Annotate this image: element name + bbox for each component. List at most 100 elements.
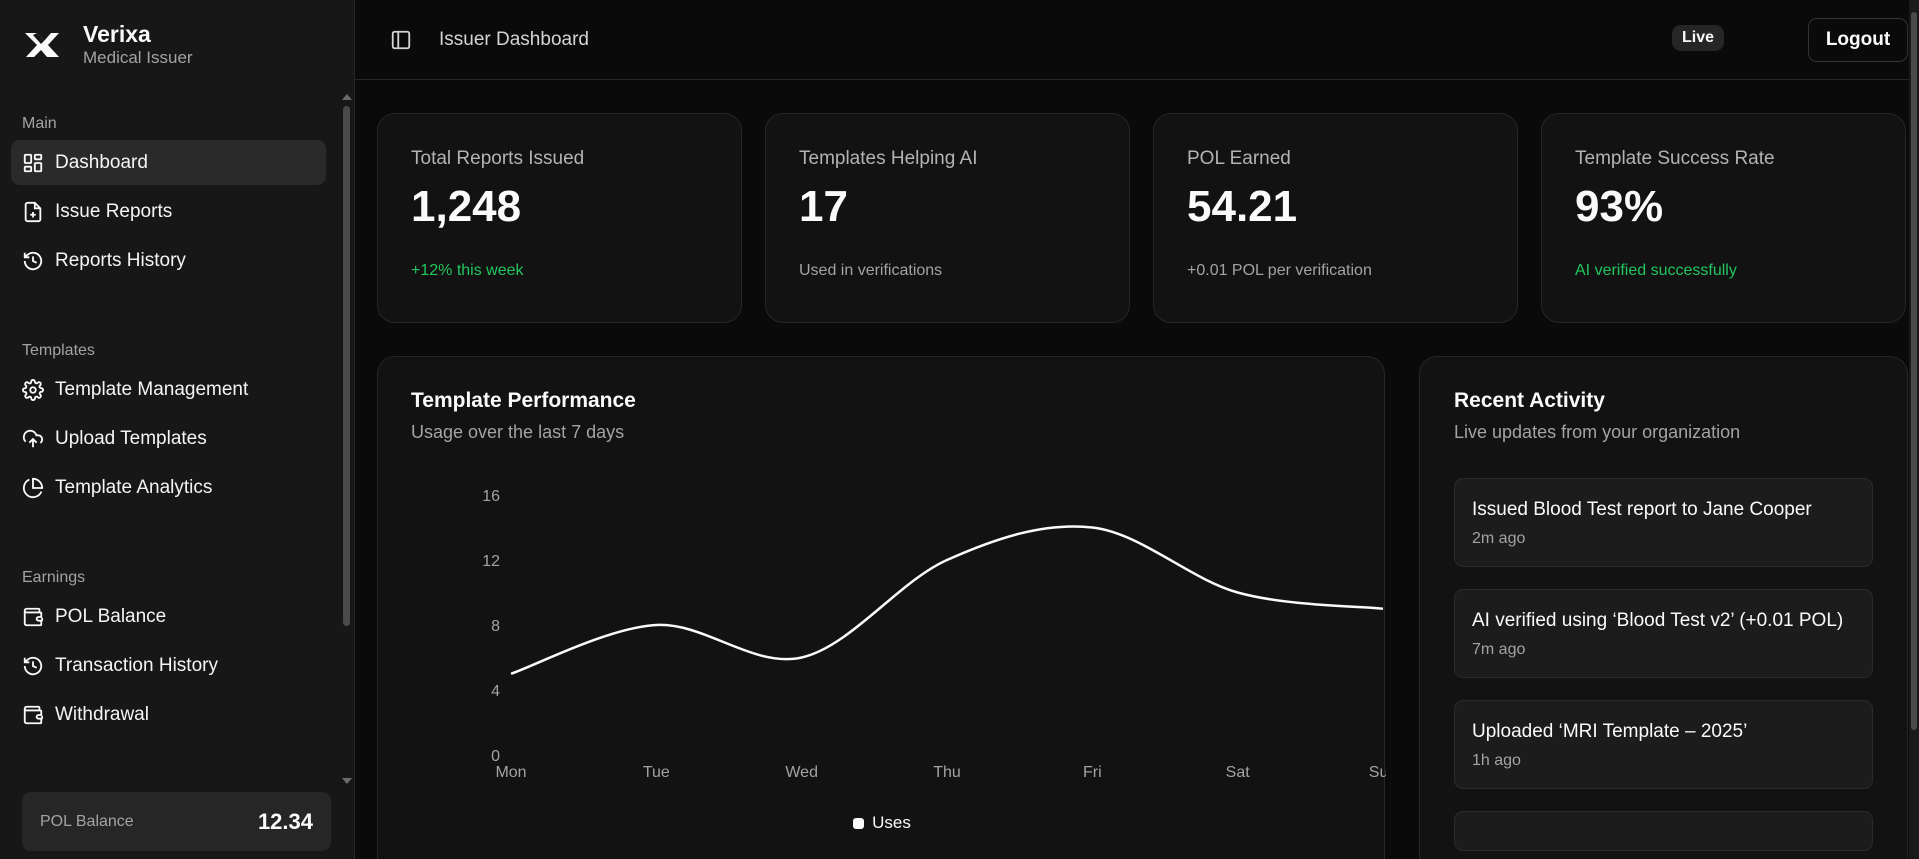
sidebar-item-label: Upload Templates (55, 427, 207, 449)
activity-item[interactable]: AI verified using ‘Blood Test v2’ (+0.01… (1454, 589, 1873, 678)
pol-balance-value: 12.34 (257, 808, 313, 834)
stat-label: Total Reports Issued (411, 148, 585, 169)
activity-item[interactable]: Issued Blood Test report to Jane Cooper … (1454, 478, 1873, 567)
sidebar-item-dashboard[interactable]: Dashboard (11, 140, 326, 185)
sidebar-item-template-analytics[interactable]: Template Analytics (11, 465, 326, 510)
activity-item[interactable]: Uploaded ‘MRI Template – 2025’ 1h ago (1454, 700, 1873, 789)
logout-button[interactable]: Logout (1808, 18, 1908, 62)
stat-label: POL Earned (1187, 148, 1291, 169)
chart-title: Template Performance (411, 389, 636, 412)
sidebar-scrollbar[interactable] (342, 92, 352, 784)
brand[interactable]: Verixa Medical Issuer (0, 0, 354, 90)
x-tick-label: Sat (1226, 764, 1251, 781)
wallet-icon (23, 705, 44, 724)
stat-card-total-reports: Total Reports Issued 1,248 +12% this wee… (377, 113, 742, 323)
stat-subtext: +0.01 POL per verification (1187, 262, 1372, 279)
sidebar-item-pol-balance[interactable]: POL Balance (11, 594, 326, 639)
stat-value: 1,248 (411, 182, 522, 231)
stat-subtext: AI verified successfully (1575, 262, 1737, 279)
data-point[interactable] (799, 655, 805, 661)
brand-subtitle: Medical Issuer (83, 48, 193, 67)
activity-item[interactable] (1454, 811, 1873, 851)
template-performance-card: Template Performance Usage over the last… (377, 356, 1386, 859)
y-tick-label: 16 (482, 488, 500, 505)
stat-value: 54.21 (1187, 182, 1298, 231)
y-tick-label: 12 (482, 553, 500, 570)
activity-text: AI verified using ‘Blood Test v2’ (+0.01… (1472, 610, 1844, 631)
chart-legend: Uses (378, 813, 1386, 833)
series-line-uses (510, 525, 1384, 675)
sidebar-item-withdrawal[interactable]: Withdrawal (11, 692, 326, 737)
main-scrollbar[interactable] (1909, 0, 1919, 859)
x-tick-label: Fri (1083, 764, 1102, 781)
data-point[interactable] (1089, 525, 1095, 531)
gear-icon (22, 378, 44, 401)
sidebar-item-label: Reports History (55, 249, 186, 271)
sidebar-item-label: POL Balance (55, 605, 167, 627)
sidebar-item-label: Withdrawal (55, 703, 149, 725)
group-label-earnings: Earnings (22, 569, 86, 586)
activity-text: Uploaded ‘MRI Template – 2025’ (1472, 721, 1748, 742)
data-point[interactable] (944, 557, 950, 563)
main-scroll-thumb[interactable] (1911, 12, 1917, 730)
cloud-upload-icon (22, 429, 43, 447)
layout-grid-icon (23, 153, 43, 172)
y-tick-label: 0 (491, 748, 500, 765)
data-point[interactable] (508, 671, 514, 677)
sidebar-item-upload-templates[interactable]: Upload Templates (11, 416, 326, 461)
verixa-logo-icon (22, 25, 62, 65)
brand-name: Verixa (83, 21, 151, 47)
data-point[interactable] (1380, 606, 1386, 612)
data-point[interactable] (653, 622, 659, 628)
pie-chart-icon (22, 477, 44, 498)
activity-title: Recent Activity (1454, 389, 1605, 412)
stat-card-templates-helping-ai: Templates Helping AI 17 Used in verifica… (765, 113, 1130, 323)
x-tick-label: Tue (643, 764, 670, 781)
legend-label: Uses (872, 813, 911, 832)
stat-label: Template Success Rate (1575, 148, 1775, 169)
file-plus-icon (24, 201, 42, 222)
data-point[interactable] (1235, 590, 1241, 596)
y-tick-label: 4 (491, 683, 500, 700)
stats-row: Total Reports Issued 1,248 +12% this wee… (377, 113, 1906, 323)
activity-subtitle: Live updates from your organization (1454, 422, 1741, 442)
sidebar-item-transaction-history[interactable]: Transaction History (11, 643, 326, 688)
sidebar-nav: Main Dashboard Issue Reports Reports His… (0, 90, 342, 779)
sidebar-item-label: Transaction History (55, 654, 218, 676)
pol-balance-card: POL Balance 12.34 (22, 792, 331, 851)
template-performance-chart: 0 4 8 12 16 Mon Tue Wed Thu Fri Sat Sun (482, 488, 1386, 781)
stat-card-template-success-rate: Template Success Rate 93% AI verified su… (1541, 113, 1906, 323)
recent-activity-card: Recent Activity Live updates from your o… (1419, 356, 1908, 859)
scroll-up-arrow-icon[interactable] (342, 94, 352, 100)
chart-subtitle: Usage over the last 7 days (411, 422, 625, 442)
x-tick-label: Thu (933, 764, 961, 781)
activity-time: 7m ago (1472, 641, 1526, 658)
wallet-icon (23, 607, 44, 626)
history-icon (23, 251, 43, 270)
stat-label: Templates Helping AI (799, 148, 978, 169)
sidebar-scroll-thumb[interactable] (343, 106, 350, 626)
x-tick-label: Wed (785, 764, 818, 781)
x-tick-label: Sun (1369, 764, 1386, 781)
sidebar-toggle-button[interactable] (385, 24, 417, 56)
y-tick-label: 8 (491, 618, 500, 635)
live-status-badge: Live (1672, 25, 1725, 51)
sidebar-item-label: Template Management (55, 378, 249, 400)
sidebar-item-reports-history[interactable]: Reports History (11, 238, 326, 283)
activity-time: 2m ago (1472, 530, 1526, 547)
pol-balance-label: POL Balance (40, 812, 134, 830)
scroll-down-arrow-icon[interactable] (342, 778, 352, 784)
history-icon (23, 656, 43, 675)
stat-subtext: Used in verifications (799, 262, 943, 279)
main-content: Issuer Dashboard Live Logout Total Repor… (355, 0, 1919, 859)
activity-time: 1h ago (1472, 752, 1521, 769)
sidebar-item-label: Dashboard (55, 151, 148, 173)
stat-value: 17 (799, 182, 848, 231)
sidebar-item-label: Template Analytics (55, 476, 213, 498)
sidebar-item-issue-reports[interactable]: Issue Reports (11, 189, 326, 234)
sidebar-item-template-management[interactable]: Template Management (11, 367, 326, 412)
top-bar: Issuer Dashboard Live Logout (355, 0, 1919, 80)
sidebar: Verixa Medical Issuer Main Dashboard Iss… (0, 0, 355, 859)
activity-text: Issued Blood Test report to Jane Cooper (1472, 499, 1812, 520)
x-tick-label: Mon (495, 764, 526, 781)
